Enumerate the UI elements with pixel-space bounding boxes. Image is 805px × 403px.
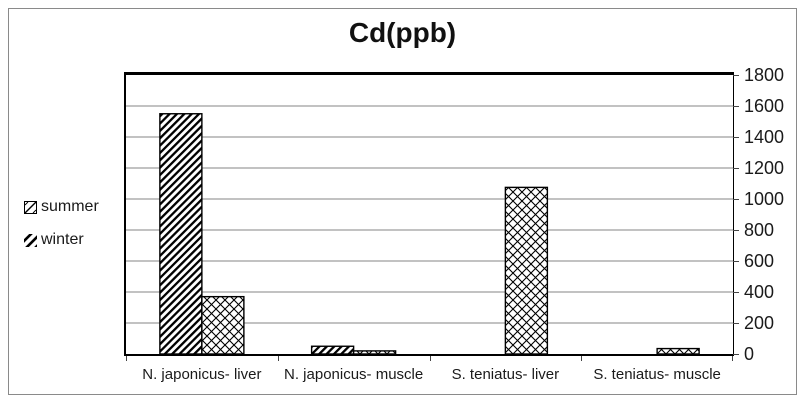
summer-pattern-icon <box>24 200 37 214</box>
bar-winter-0 <box>201 295 245 354</box>
y-tick-mark <box>733 199 739 200</box>
bar-summer-1 <box>310 345 355 354</box>
y-tick-label-800: 800 <box>744 220 775 240</box>
legend: summer winter <box>24 197 99 263</box>
y-tick-mark <box>733 230 739 231</box>
y-tick-mark <box>733 354 739 355</box>
bar-winter-3 <box>656 347 700 354</box>
legend-item-summer: summer <box>24 197 99 217</box>
y-tick-label-1200: 1200 <box>744 158 785 178</box>
legend-item-winter: winter <box>24 230 99 250</box>
bar-winter-1 <box>352 350 397 354</box>
plot-area <box>124 72 734 356</box>
x-category-label-2: S. teniatus- liver <box>451 366 560 383</box>
y-tick-label-0: 0 <box>744 344 755 364</box>
bars <box>159 113 700 354</box>
y-tick-label-400: 400 <box>744 282 775 302</box>
x-tick-mark <box>732 356 733 361</box>
y-tick-mark <box>733 137 739 138</box>
x-category-label-3: S. teniatus- muscle <box>593 366 721 383</box>
y-tick-mark <box>733 168 739 169</box>
bar-chart-canvas <box>126 105 733 354</box>
gridlines <box>126 105 733 324</box>
y-tick-label-200: 200 <box>744 313 775 333</box>
x-tick-mark <box>277 356 279 361</box>
x-tick-mark <box>429 356 431 361</box>
y-tick-label-1000: 1000 <box>744 189 785 209</box>
chart-title: Cd(ppb) <box>348 17 457 48</box>
x-category-label-1: N. japonicus- muscle <box>284 366 424 383</box>
x-category-label-0: N. japonicus- liver <box>142 366 262 383</box>
y-tick-mark <box>733 323 739 324</box>
y-tick-label-1400: 1400 <box>744 127 785 147</box>
y-tick-mark <box>733 261 739 262</box>
x-tick-mark <box>581 356 583 361</box>
y-tick-mark <box>733 292 739 293</box>
legend-label-summer: summer <box>41 198 99 215</box>
winter-pattern-icon <box>24 233 37 247</box>
legend-label-winter: winter <box>41 231 84 248</box>
y-tick-mark <box>733 75 739 76</box>
y-tick-label-1600: 1600 <box>744 96 785 116</box>
y-tick-label-600: 600 <box>744 251 775 271</box>
y-tick-mark <box>733 106 739 107</box>
bar-summer-0 <box>159 113 203 354</box>
x-tick-mark <box>126 356 127 361</box>
bar-winter-2 <box>504 186 549 354</box>
y-tick-label-1800: 1800 <box>744 65 785 85</box>
